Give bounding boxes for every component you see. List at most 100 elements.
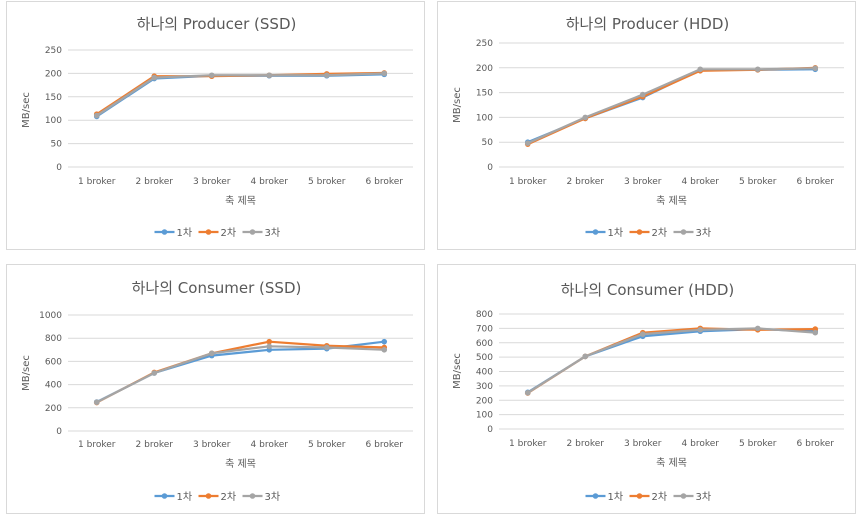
data-point xyxy=(697,327,704,333)
x-tick-label: 1 broker xyxy=(78,177,116,187)
x-tick-label: 2 broker xyxy=(567,439,605,449)
x-tick-label: 1 broker xyxy=(509,439,547,449)
legend-marker xyxy=(680,493,687,499)
data-point xyxy=(323,72,330,79)
data-point xyxy=(754,325,761,332)
data-point xyxy=(812,65,819,72)
series-line xyxy=(527,66,816,146)
legend-marker xyxy=(205,493,212,499)
legend-label: 1차 xyxy=(177,227,193,239)
x-axis-title: 축 제목 xyxy=(225,458,256,470)
y-tick-label: 400 xyxy=(476,368,493,378)
chart-panel-consumer-ssd: 하나의 Consumer (SSD) 0 200 400 600 800 1000 1 bro… xyxy=(6,264,425,514)
chart-svg: 하나의 Producer (HDD) 0 50 100 150 200 250 1 broke… xyxy=(452,15,844,239)
data-point xyxy=(381,338,388,345)
series-line xyxy=(527,327,816,394)
legend-label: 2차 xyxy=(221,491,237,503)
data-point xyxy=(381,347,388,353)
x-tick-label: 3 broker xyxy=(624,439,662,449)
y-tick-label: 100 xyxy=(476,113,493,123)
x-tick-label: 5 broker xyxy=(308,177,346,187)
data-point xyxy=(381,70,388,77)
data-point xyxy=(524,140,531,146)
series-line xyxy=(96,345,385,404)
x-tick-label: 6 broker xyxy=(366,440,404,450)
x-tick-label: 3 broker xyxy=(193,177,231,187)
x-tick-label: 3 broker xyxy=(624,177,662,187)
x-tick-label: 5 broker xyxy=(308,440,346,450)
y-tick-label: 600 xyxy=(45,357,62,367)
legend-marker xyxy=(249,493,256,499)
y-tick-label: 800 xyxy=(45,334,62,344)
legend-marker xyxy=(592,229,599,235)
x-tick-label: 6 broker xyxy=(797,439,835,449)
legend-marker xyxy=(636,229,643,235)
y-tick-label: 700 xyxy=(476,324,493,334)
x-tick-label: 2 broker xyxy=(136,440,174,450)
legend-label: 2차 xyxy=(652,227,668,239)
x-tick-label: 2 broker xyxy=(136,177,174,187)
x-tick-label: 2 broker xyxy=(567,177,605,187)
legend-label: 2차 xyxy=(652,491,668,503)
data-point xyxy=(208,72,215,79)
y-tick-label: 50 xyxy=(482,138,494,148)
legend-marker xyxy=(161,229,168,235)
chart-title: 하나의 Consumer (SSD) xyxy=(132,279,302,297)
x-tick-label: 5 broker xyxy=(739,439,777,449)
data-point xyxy=(697,66,704,73)
chart-panel-consumer-hdd: 하나의 Consumer (HDD) 0 100 200 300 400 500 600 700… xyxy=(437,264,856,514)
series-line xyxy=(527,327,816,394)
series-line xyxy=(527,327,816,394)
x-axis-title: 축 제목 xyxy=(225,195,256,207)
y-tick-label: 100 xyxy=(476,411,493,421)
y-tick-label: 150 xyxy=(476,89,493,99)
y-tick-label: 200 xyxy=(476,396,493,406)
x-tick-label: 1 broker xyxy=(78,440,116,450)
series-line xyxy=(527,68,816,144)
x-axis-title: 축 제목 xyxy=(656,195,687,207)
x-tick-label: 3 broker xyxy=(193,440,231,450)
data-point xyxy=(754,66,761,73)
data-point xyxy=(266,338,273,345)
data-point xyxy=(266,343,273,350)
y-tick-label: 200 xyxy=(45,404,62,414)
y-tick-label: 0 xyxy=(487,163,493,173)
chart-title: 하나의 Consumer (HDD) xyxy=(561,281,735,299)
x-tick-label: 4 broker xyxy=(251,440,289,450)
x-tick-label: 4 broker xyxy=(251,177,289,187)
series-line xyxy=(96,71,385,116)
y-axis-title: MB/sec xyxy=(21,355,32,391)
y-axis-title: MB/sec xyxy=(452,87,463,123)
legend-label: 1차 xyxy=(608,491,624,503)
y-tick-label: 50 xyxy=(51,140,63,150)
series-line xyxy=(527,67,816,145)
y-tick-label: 500 xyxy=(476,353,493,363)
legend-label: 3차 xyxy=(696,227,712,239)
y-tick-label: 250 xyxy=(45,46,62,56)
x-tick-label: 6 broker xyxy=(366,177,404,187)
series-line xyxy=(96,73,385,118)
y-tick-label: 250 xyxy=(476,39,493,49)
legend-marker xyxy=(636,493,643,499)
legend-marker xyxy=(680,229,687,235)
data-point xyxy=(582,114,589,121)
legend-label: 3차 xyxy=(265,227,281,239)
chart-title: 하나의 Producer (SSD) xyxy=(137,15,297,33)
legend-marker xyxy=(161,493,168,499)
y-tick-label: 600 xyxy=(476,339,493,349)
y-axis-title: MB/sec xyxy=(21,92,32,128)
y-tick-label: 200 xyxy=(45,69,62,79)
y-tick-label: 0 xyxy=(56,163,62,173)
legend-label: 3차 xyxy=(696,491,712,503)
legend-label: 1차 xyxy=(177,491,193,503)
x-tick-label: 4 broker xyxy=(682,177,720,187)
data-point xyxy=(151,370,158,376)
chart-svg: 하나의 Producer (SSD) 0 50 100 150 200 250 1 broke… xyxy=(21,15,413,239)
data-point xyxy=(93,399,100,406)
legend-marker xyxy=(592,493,599,499)
chart-title: 하나의 Producer (HDD) xyxy=(566,15,730,33)
data-point xyxy=(266,72,273,79)
data-point xyxy=(639,331,646,337)
data-point xyxy=(812,329,819,336)
data-point xyxy=(582,353,589,360)
